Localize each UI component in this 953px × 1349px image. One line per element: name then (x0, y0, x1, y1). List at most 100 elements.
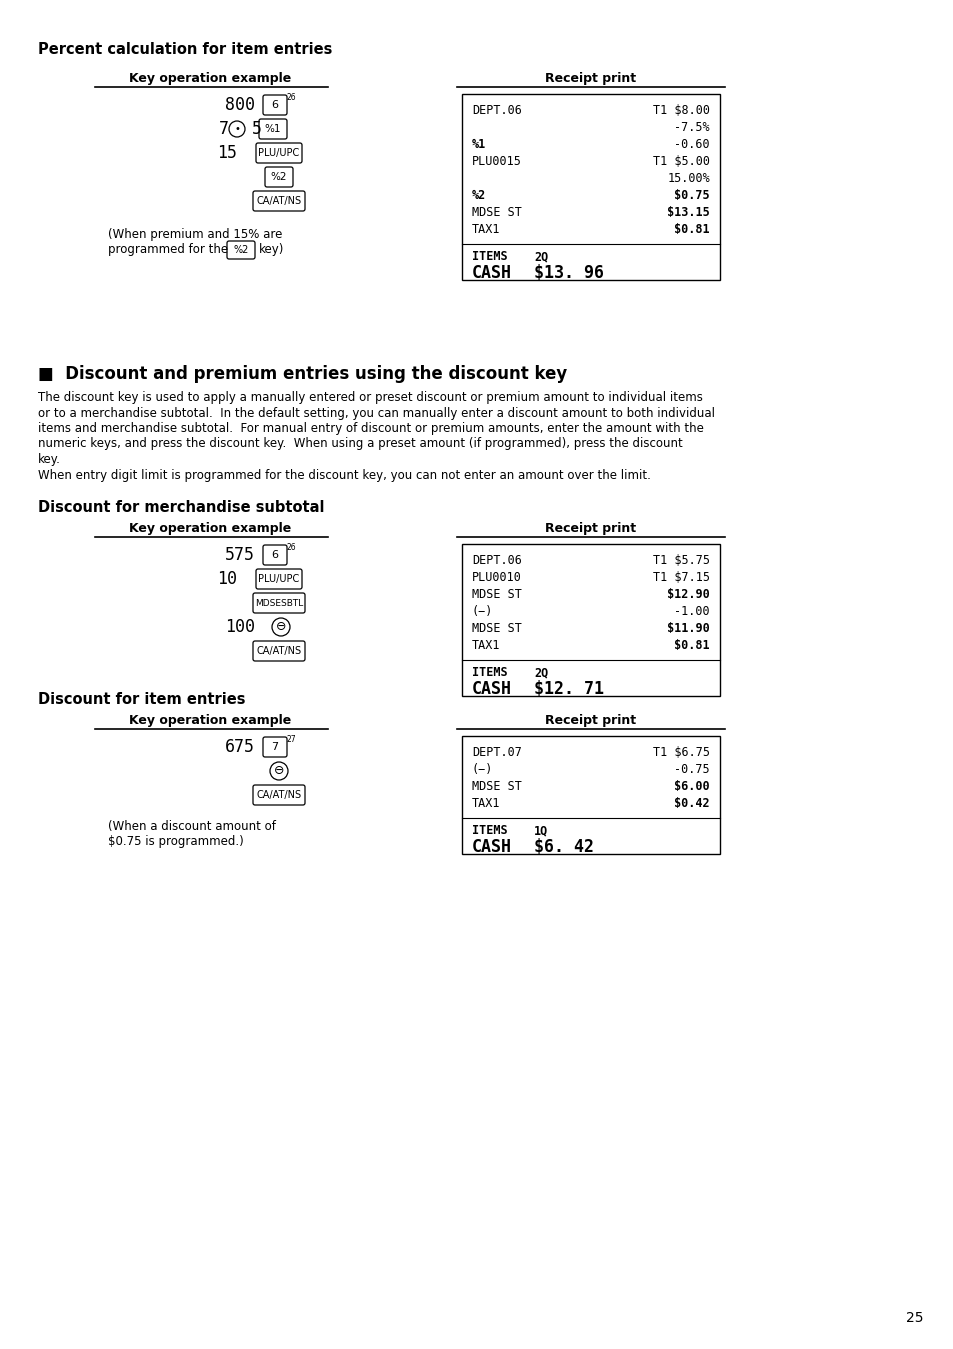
Text: DEPT.06: DEPT.06 (472, 104, 521, 117)
Text: ■  Discount and premium entries using the discount key: ■ Discount and premium entries using the… (38, 366, 567, 383)
Text: 100: 100 (225, 618, 254, 635)
FancyBboxPatch shape (253, 641, 305, 661)
Text: items and merchandise subtotal.  For manual entry of discount or premium amounts: items and merchandise subtotal. For manu… (38, 422, 703, 434)
Text: TAX1: TAX1 (472, 639, 500, 652)
Text: -0.75: -0.75 (674, 764, 709, 776)
Text: 27: 27 (287, 735, 296, 745)
Text: $0.75 is programmed.): $0.75 is programmed.) (108, 835, 244, 849)
Text: 6: 6 (272, 100, 278, 111)
Text: PLU0015: PLU0015 (472, 155, 521, 169)
Text: $0.81: $0.81 (674, 639, 709, 652)
Text: 7: 7 (219, 120, 229, 138)
Text: ITEMS: ITEMS (472, 666, 507, 679)
Text: ITEMS: ITEMS (472, 824, 507, 836)
Text: MDSE ST: MDSE ST (472, 206, 521, 219)
Text: $13. 96: $13. 96 (534, 264, 603, 282)
Text: T1 $8.00: T1 $8.00 (652, 104, 709, 117)
Text: Receipt print: Receipt print (545, 714, 636, 727)
Text: 800: 800 (225, 96, 254, 115)
Text: 7: 7 (272, 742, 278, 751)
FancyBboxPatch shape (263, 545, 287, 565)
Text: $11.90: $11.90 (666, 622, 709, 635)
Text: ⊖: ⊖ (274, 765, 284, 777)
Text: -7.5%: -7.5% (674, 121, 709, 134)
FancyBboxPatch shape (253, 785, 305, 805)
Text: Percent calculation for item entries: Percent calculation for item entries (38, 42, 332, 57)
Text: 2Q: 2Q (534, 250, 548, 263)
Text: $0.75: $0.75 (674, 189, 709, 202)
Text: CA/AT/NS: CA/AT/NS (256, 196, 301, 206)
Text: 5: 5 (252, 120, 262, 138)
Text: $13.15: $13.15 (666, 206, 709, 219)
Text: 6: 6 (272, 550, 278, 560)
Text: CASH: CASH (472, 680, 512, 697)
Text: CASH: CASH (472, 838, 512, 857)
FancyBboxPatch shape (263, 94, 287, 115)
Text: Key operation example: Key operation example (129, 71, 291, 85)
Text: MDSE ST: MDSE ST (472, 622, 521, 635)
Text: -1.00: -1.00 (674, 604, 709, 618)
FancyBboxPatch shape (253, 192, 305, 210)
FancyBboxPatch shape (253, 594, 305, 612)
Text: Discount for item entries: Discount for item entries (38, 692, 245, 707)
FancyBboxPatch shape (255, 143, 302, 163)
Text: Discount for merchandise subtotal: Discount for merchandise subtotal (38, 500, 324, 515)
Text: $0.81: $0.81 (674, 223, 709, 236)
Text: CASH: CASH (472, 264, 512, 282)
Text: DEPT.07: DEPT.07 (472, 746, 521, 759)
Text: $0.42: $0.42 (674, 797, 709, 809)
Text: $6. 42: $6. 42 (534, 838, 594, 857)
Text: %1: %1 (265, 124, 281, 134)
Text: PLU/UPC: PLU/UPC (258, 575, 299, 584)
Text: T1 $6.75: T1 $6.75 (652, 746, 709, 759)
Text: %2: %2 (271, 173, 287, 182)
Text: numeric keys, and press the discount key.  When using a preset amount (if progra: numeric keys, and press the discount key… (38, 437, 682, 451)
Text: programmed for the: programmed for the (108, 243, 228, 256)
Text: PLU0010: PLU0010 (472, 571, 521, 584)
Text: CA/AT/NS: CA/AT/NS (256, 791, 301, 800)
Text: •: • (233, 124, 240, 134)
Text: Key operation example: Key operation example (129, 522, 291, 536)
Text: DEPT.06: DEPT.06 (472, 554, 521, 567)
Bar (461, 94, 720, 281)
Bar (461, 737, 720, 854)
Text: MDSE ST: MDSE ST (472, 588, 521, 602)
Text: T1 $5.00: T1 $5.00 (652, 155, 709, 169)
Text: or to a merchandise subtotal.  In the default setting, you can manually enter a : or to a merchandise subtotal. In the def… (38, 406, 714, 420)
Text: Receipt print: Receipt print (545, 522, 636, 536)
Text: When entry digit limit is programmed for the discount key, you can not enter an : When entry digit limit is programmed for… (38, 468, 650, 482)
Text: Receipt print: Receipt print (545, 71, 636, 85)
FancyBboxPatch shape (263, 737, 287, 757)
Text: CA/AT/NS: CA/AT/NS (256, 646, 301, 656)
Text: $12.90: $12.90 (666, 588, 709, 602)
Text: ⊖: ⊖ (275, 621, 286, 634)
Text: 675: 675 (225, 738, 254, 755)
Text: The discount key is used to apply a manually entered or preset discount or premi: The discount key is used to apply a manu… (38, 391, 702, 403)
Text: MDSESBTL: MDSESBTL (254, 599, 303, 607)
Text: $12. 71: $12. 71 (534, 680, 603, 697)
Text: ITEMS: ITEMS (472, 250, 507, 263)
Text: key.: key. (38, 453, 61, 465)
Text: key): key) (258, 243, 284, 256)
Text: %2: %2 (472, 189, 486, 202)
Text: (When premium and 15% are: (When premium and 15% are (108, 228, 282, 241)
Text: T1 $5.75: T1 $5.75 (652, 554, 709, 567)
Text: (When a discount amount of: (When a discount amount of (108, 820, 275, 832)
Text: MDSE ST: MDSE ST (472, 780, 521, 793)
Text: (−): (−) (472, 764, 493, 776)
FancyBboxPatch shape (255, 569, 302, 590)
Text: T1 $7.15: T1 $7.15 (652, 571, 709, 584)
Text: Key operation example: Key operation example (129, 714, 291, 727)
Text: 2Q: 2Q (534, 666, 548, 679)
FancyBboxPatch shape (265, 167, 293, 188)
Text: -0.60: -0.60 (674, 138, 709, 151)
Text: (−): (−) (472, 604, 493, 618)
Text: 575: 575 (225, 546, 254, 564)
Text: 15.00%: 15.00% (666, 173, 709, 185)
Text: 25: 25 (905, 1311, 923, 1325)
Text: 1Q: 1Q (534, 824, 548, 836)
Text: 26: 26 (287, 93, 296, 103)
Text: 15: 15 (216, 144, 236, 162)
Text: $6.00: $6.00 (674, 780, 709, 793)
Text: TAX1: TAX1 (472, 223, 500, 236)
